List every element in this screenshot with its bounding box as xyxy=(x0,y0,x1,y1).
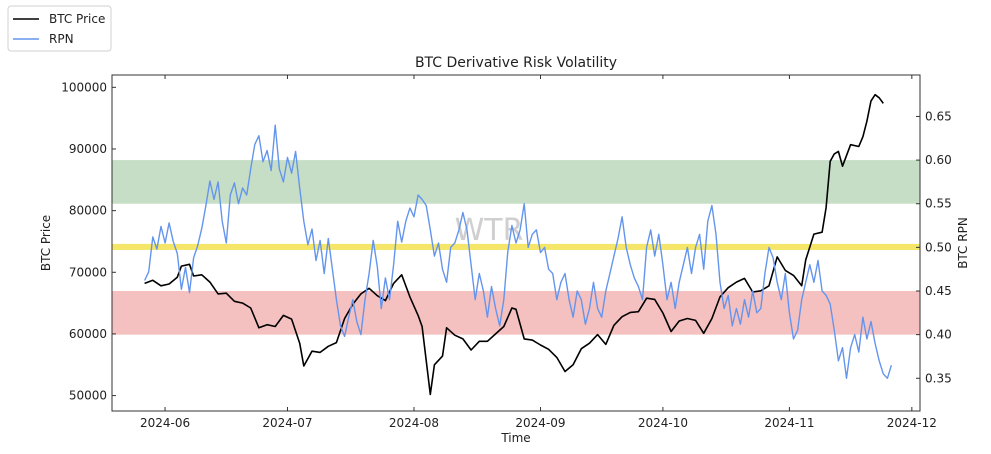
legend-label-rpn: RPN xyxy=(49,32,74,46)
y-right-tick-label: 0.40 xyxy=(925,328,952,342)
bands xyxy=(112,160,920,335)
y-right-tick-label: 0.60 xyxy=(925,153,952,167)
chart-title: BTC Derivative Risk Volatility xyxy=(415,55,617,71)
y-right-tick-label: 0.45 xyxy=(925,284,952,298)
series-layer xyxy=(143,93,893,396)
series-line-rpn xyxy=(143,124,893,379)
x-tick-label: 2024-07 xyxy=(262,416,312,430)
x-axis-label: Time xyxy=(500,431,530,445)
legend: BTC Price RPN xyxy=(7,5,112,52)
y-left-tick-label: 80000 xyxy=(69,204,107,218)
band-low-zone xyxy=(112,291,920,335)
y-axis-left: 50000 60000 70000 80000 90000 100000 xyxy=(61,80,116,403)
x-tick-label: 2024-08 xyxy=(389,416,439,430)
x-tick-label: 2024-10 xyxy=(638,416,688,430)
watermark: WTR xyxy=(455,213,524,248)
x-tick-label: 2024-11 xyxy=(764,416,814,430)
plot-frame xyxy=(111,74,921,412)
x-tick-label: 2024-12 xyxy=(887,416,937,430)
y-left-tick-label: 70000 xyxy=(69,265,107,279)
band-mid-line xyxy=(112,243,920,250)
x-tick-label: 2024-06 xyxy=(140,416,190,430)
legend-label-btc-price: BTC Price xyxy=(49,12,105,26)
y-right-tick-label: 0.55 xyxy=(925,197,952,211)
y-axis-left-label: BTC Price xyxy=(39,215,53,271)
y-left-tick-label: 90000 xyxy=(69,142,107,156)
y-left-tick-label: 50000 xyxy=(69,389,107,403)
x-tick-label: 2024-09 xyxy=(515,416,565,430)
y-left-tick-label: 60000 xyxy=(69,327,107,341)
y-axis-right-label: BTC RPN xyxy=(956,217,970,269)
y-right-tick-label: 0.50 xyxy=(925,240,952,254)
band-high-zone xyxy=(112,160,920,204)
y-right-tick-label: 0.65 xyxy=(925,109,952,123)
y-left-tick-label: 100000 xyxy=(61,80,107,94)
y-axis-right: 0.35 0.40 0.45 0.50 0.55 0.60 0.65 xyxy=(916,109,952,385)
y-right-tick-label: 0.35 xyxy=(925,371,952,385)
series-line-btc-price xyxy=(144,93,884,396)
x-axis: 2024-06 2024-07 2024-08 2024-09 2024-10 2024-… xyxy=(140,75,937,430)
